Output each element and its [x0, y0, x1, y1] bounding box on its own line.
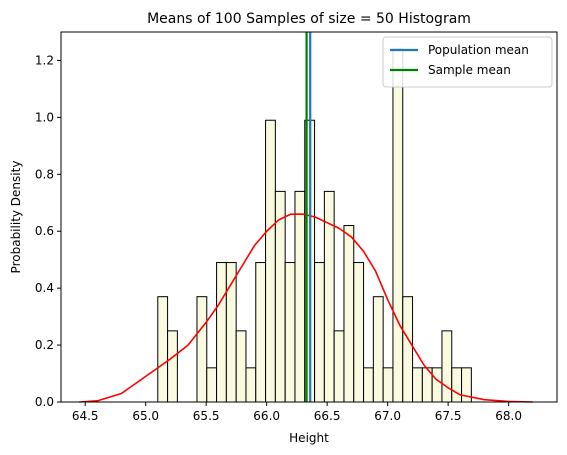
y-tick-label: 1.0: [35, 110, 54, 124]
histogram-bar: [196, 296, 208, 403]
histogram-bar: [235, 330, 247, 403]
histogram-bar: [157, 296, 169, 403]
histogram-bar: [392, 48, 404, 403]
histogram-bar: [206, 367, 218, 403]
histogram-bar: [167, 330, 178, 403]
histogram-bar: [314, 262, 325, 403]
histogram-bar: [402, 296, 414, 403]
y-tick-label: 0.6: [35, 224, 54, 238]
x-tick-label: 67.5: [435, 409, 462, 423]
histogram-bar: [274, 190, 286, 403]
histogram-bar: [265, 119, 276, 403]
histogram-bar: [382, 367, 394, 403]
kde-curve: [79, 213, 533, 403]
legend-label-population-mean: Population mean: [428, 43, 529, 57]
y-tick-label: 1.2: [35, 53, 54, 67]
x-axis-ticks: 64.5 65.0 65.5 66.0 66.5 67.0 67.5 68.0: [72, 402, 522, 423]
x-tick-label: 67.0: [374, 409, 401, 423]
histogram-bar: [343, 225, 355, 403]
histogram-bar: [363, 367, 374, 403]
y-tick-label: 0.8: [35, 167, 54, 181]
kde-layer: [79, 213, 533, 403]
x-tick-label: 68.0: [495, 409, 522, 423]
y-tick-label: 0.4: [35, 281, 54, 295]
x-tick-label: 64.5: [72, 409, 99, 423]
legend-label-sample-mean: Sample mean: [428, 63, 511, 77]
histogram-bar: [216, 262, 227, 403]
x-tick-label: 66.0: [253, 409, 280, 423]
y-axis-label: Probability Density: [9, 161, 23, 274]
x-axis-label: Height: [289, 431, 329, 445]
histogram-bar: [412, 367, 423, 403]
histogram-bar: [431, 367, 443, 403]
x-tick-label: 66.5: [314, 409, 341, 423]
legend: Population mean Sample mean: [382, 36, 553, 88]
histogram-bar: [372, 296, 384, 403]
histogram-bar: [294, 190, 306, 403]
histogram-bar: [255, 262, 267, 403]
legend-box: [382, 36, 553, 88]
y-axis-ticks: 0.0 0.2 0.4 0.6 0.8 1.0 1.2: [35, 53, 61, 409]
histogram-bar: [353, 262, 365, 403]
y-tick-label: 0.2: [35, 338, 54, 352]
chart-title: Means of 100 Samples of size = 50 Histog…: [147, 11, 471, 27]
histogram-bar: [333, 330, 345, 403]
x-tick-label: 65.0: [132, 409, 159, 423]
histogram-bar: [441, 330, 453, 403]
mean-lines: [305, 32, 312, 402]
histogram-bar: [245, 367, 257, 403]
histogram-bar: [451, 367, 463, 403]
histogram-bars: [157, 48, 472, 403]
x-tick-label: 65.5: [193, 409, 220, 423]
plot-frame: [60, 31, 558, 403]
histogram-bar: [284, 262, 296, 403]
y-tick-label: 0.0: [35, 395, 54, 409]
